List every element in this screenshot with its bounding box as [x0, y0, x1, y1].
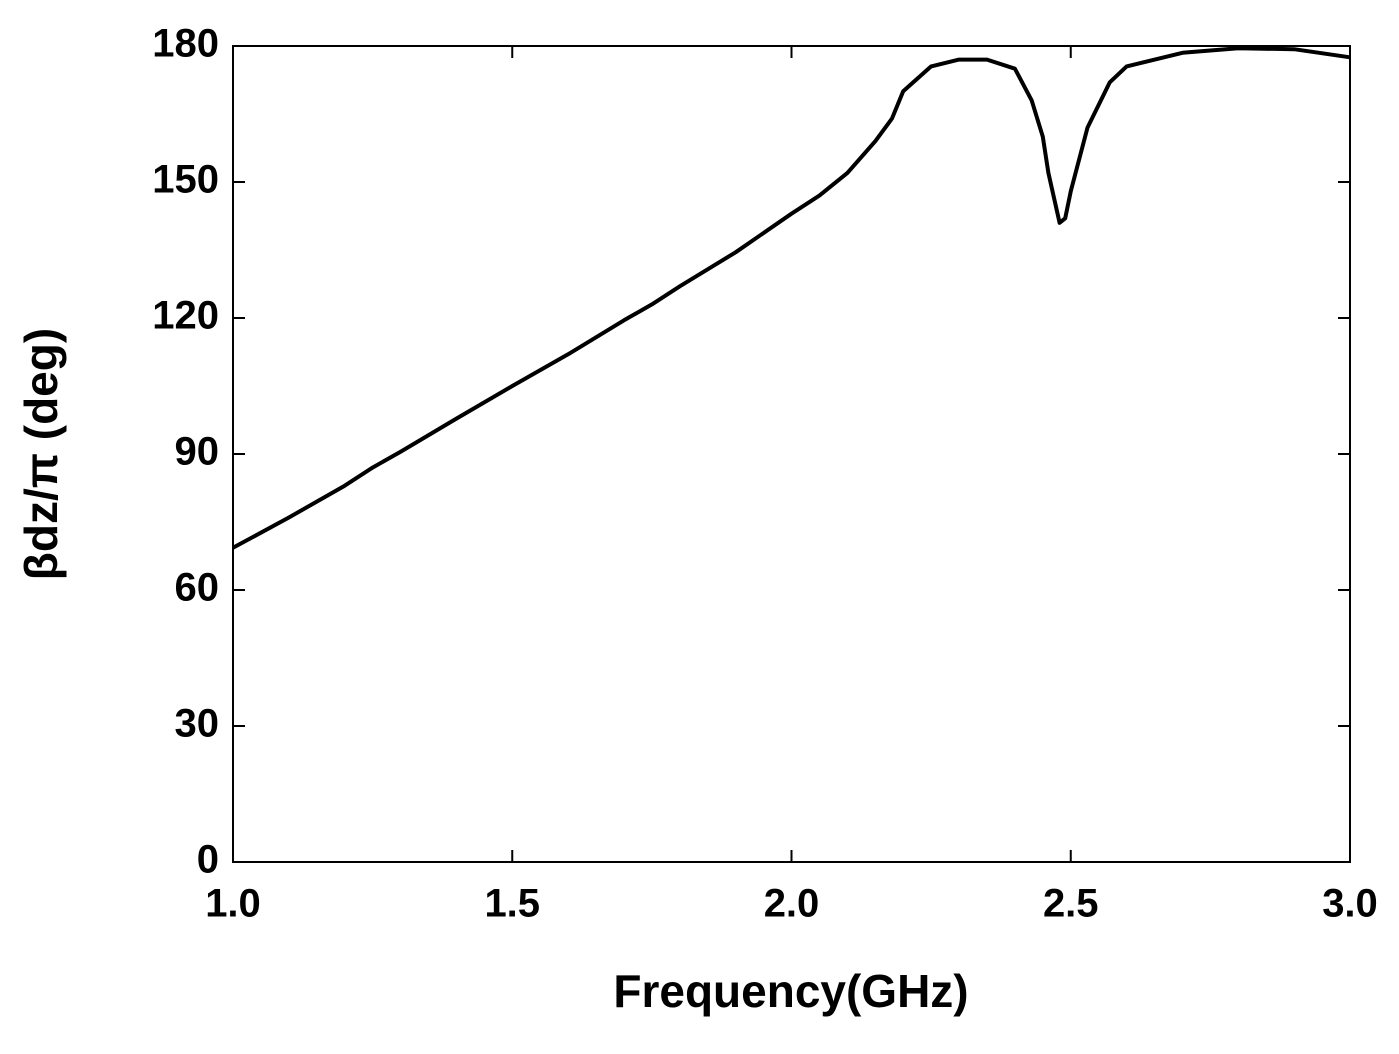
y-tick-label: 150	[152, 158, 219, 202]
y-tick-label: 90	[175, 430, 220, 474]
x-tick-label: 3.0	[1322, 882, 1378, 926]
x-axis-label: Frequency(GHz)	[613, 965, 968, 1017]
y-tick-label: 30	[175, 702, 220, 746]
x-tick-label: 2.0	[764, 882, 820, 926]
x-tick-label: 1.0	[205, 882, 261, 926]
y-axis-label: βdz/π (deg)	[15, 328, 67, 580]
data-line	[232, 46, 1351, 550]
y-tick-label: 0	[197, 838, 219, 882]
x-tick-label: 2.5	[1043, 882, 1099, 926]
y-tick-label: 120	[152, 294, 219, 338]
x-tick-label: 1.5	[484, 882, 540, 926]
y-tick-label: 60	[175, 566, 220, 610]
y-tick-label: 180	[152, 22, 219, 66]
